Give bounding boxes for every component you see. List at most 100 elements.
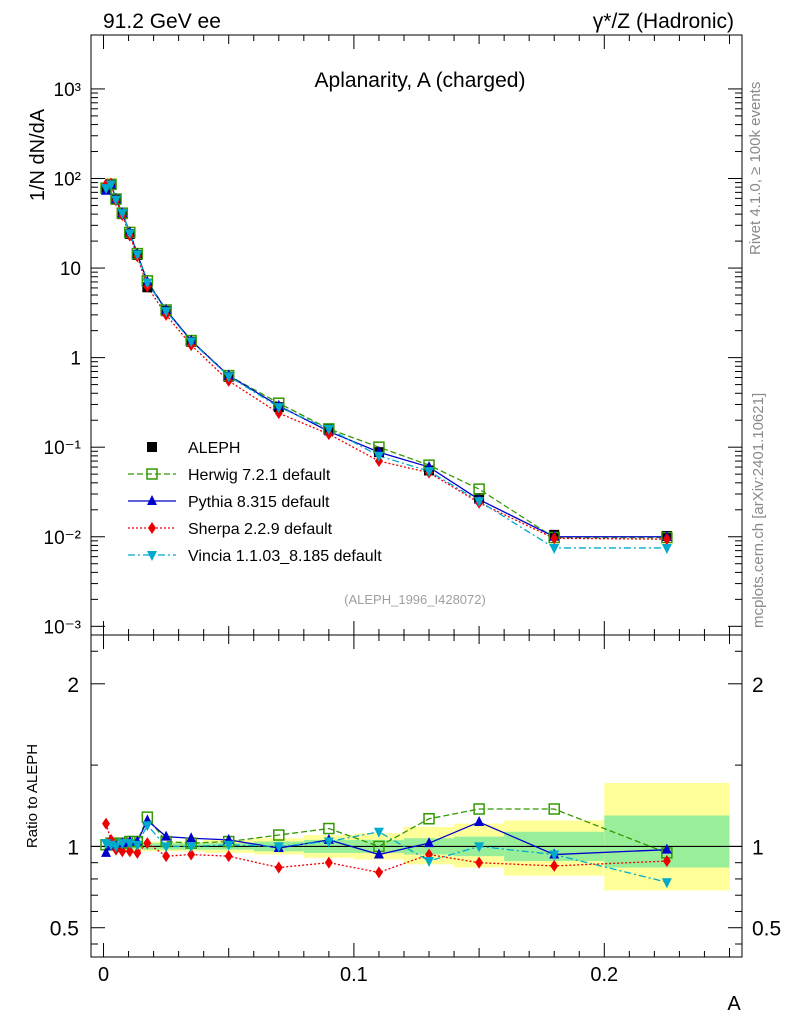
data-point — [132, 250, 143, 261]
ratio-plot: 0.5 0.5 1 1 2 2 0 0.1 0.2 Ratio to ALEPH A — [24, 634, 781, 1015]
ratio-uncertainty-bands — [91, 782, 742, 891]
legend-label: Vincia 1.1.03_8.185 default — [188, 548, 382, 565]
series-line — [105, 183, 667, 539]
legend-marker — [147, 551, 157, 561]
ratio-data-point — [111, 842, 122, 853]
ratio-data-point — [549, 850, 560, 861]
ratio-data-point — [143, 837, 152, 850]
data-point — [424, 467, 435, 478]
ratio-data-point — [186, 842, 197, 853]
data-point — [161, 307, 172, 318]
ratio-data-point — [273, 842, 284, 853]
ratio-data-point — [550, 859, 559, 872]
y-tick-label: 10⁻² — [44, 528, 82, 549]
ratio-data-point — [323, 822, 335, 835]
x-tick-label: 0.2 — [590, 964, 618, 986]
y-axis-label: 1/N dN/dA — [27, 108, 49, 201]
data-point — [662, 533, 671, 546]
legend-label: Sherpa 2.2.9 default — [188, 521, 333, 538]
ratio-data-point — [161, 830, 172, 841]
data-point — [549, 543, 560, 554]
ratio-frame — [90, 634, 743, 958]
x-axis-label: A — [727, 993, 741, 1015]
ratio-data-point — [133, 846, 142, 859]
ratio-data-point — [224, 850, 233, 863]
ratio-data-point — [661, 878, 672, 889]
ratio-series — [100, 803, 673, 889]
ratio-data-point — [474, 842, 485, 853]
mcplots-label: mcplots.cern.ch [arXiv:2401.10621] — [750, 393, 767, 628]
ratio-data-point — [423, 813, 435, 825]
legend-label: Herwig 7.2.1 default — [188, 467, 331, 484]
ratio-data-point — [118, 845, 127, 858]
energy-label: 91.2 GeV ee — [103, 10, 221, 33]
ratio-data-point — [374, 866, 383, 879]
ratio-data-point — [132, 840, 143, 851]
ratio-data-point — [162, 850, 171, 863]
ratio-data-point — [662, 855, 671, 868]
y-tick-label: 10² — [54, 169, 81, 190]
main-series — [100, 177, 673, 554]
y-tick-label: 1 — [70, 349, 81, 370]
ratio-data-point — [142, 821, 153, 832]
ratio-data-point — [101, 846, 112, 857]
legend: ALEPH Herwig 7.2.1 default Pythia 8.315 de… — [128, 440, 382, 565]
ratio-y-tick-label-right: 1 — [752, 836, 764, 859]
y-tick-label: 10⁻¹ — [44, 438, 82, 459]
legend-marker — [146, 468, 158, 480]
ratio-data-point — [323, 837, 334, 848]
ratio-data-point — [273, 829, 285, 841]
ratio-data-point — [424, 857, 435, 868]
legend-marker — [148, 522, 156, 534]
y-tick-label: 10 — [60, 259, 81, 280]
ratio-y-axis-label: Ratio to ALEPH — [24, 744, 41, 848]
legend-marker — [147, 495, 157, 505]
ratio-data-point — [161, 842, 172, 853]
data-point — [474, 497, 485, 508]
data-point — [111, 195, 122, 206]
main-axis-ticks: 10⁻³ 10⁻² 10⁻¹ 1 10 10² 10³ — [44, 35, 742, 638]
ratio-data-point — [373, 848, 384, 859]
ratio-data-point — [117, 839, 128, 850]
ratio-data-point — [102, 817, 111, 830]
ratio-y-tick-label-right: 0.5 — [752, 918, 781, 941]
ratio-data-point — [475, 856, 484, 869]
data-point — [550, 532, 559, 545]
legend-label: Pythia 8.315 default — [188, 494, 330, 511]
data-point — [223, 372, 234, 383]
ratio-y-tick-label: 1 — [67, 836, 79, 859]
ratio-data-point — [125, 845, 134, 858]
data-point — [186, 337, 197, 348]
ratio-data-point — [473, 803, 485, 815]
ratio-data-point — [187, 848, 196, 861]
ratio-y-tick-label-right: 2 — [752, 674, 764, 697]
ratio-data-point — [186, 832, 197, 843]
data-point — [142, 278, 153, 289]
series-line — [105, 182, 667, 540]
ratio-data-point — [474, 816, 485, 827]
ratio-axis-ticks: 0.5 0.5 1 1 2 2 0 0.1 0.2 — [50, 635, 781, 986]
data-point — [273, 403, 284, 414]
ratio-data-point — [661, 843, 672, 854]
ratio-y-tick-label: 0.5 — [50, 918, 79, 941]
y-tick-label: 10⁻³ — [44, 617, 82, 638]
data-point — [106, 180, 117, 191]
data-point — [373, 451, 384, 462]
ratio-data-point — [373, 827, 384, 838]
data-point — [124, 229, 135, 240]
y-tick-label: 10³ — [54, 80, 81, 101]
chart-title: Aplanarity, A (charged) — [315, 69, 526, 92]
legend-label: ALEPH — [188, 440, 240, 457]
ratio-data-point — [124, 839, 135, 850]
data-point — [323, 424, 334, 435]
x-tick-label: 0.1 — [340, 964, 368, 986]
ratio-data-point — [548, 803, 560, 815]
ratio-y-tick-label: 2 — [67, 674, 79, 697]
process-label: γ*/Z (Hadronic) — [593, 10, 734, 33]
rivet-label: Rivet 4.1.0, ≥ 100k events — [747, 82, 764, 255]
data-point — [661, 543, 672, 554]
analysis-watermark: (ALEPH_1996_I428072) — [344, 592, 486, 607]
ratio-data-point — [223, 840, 234, 851]
